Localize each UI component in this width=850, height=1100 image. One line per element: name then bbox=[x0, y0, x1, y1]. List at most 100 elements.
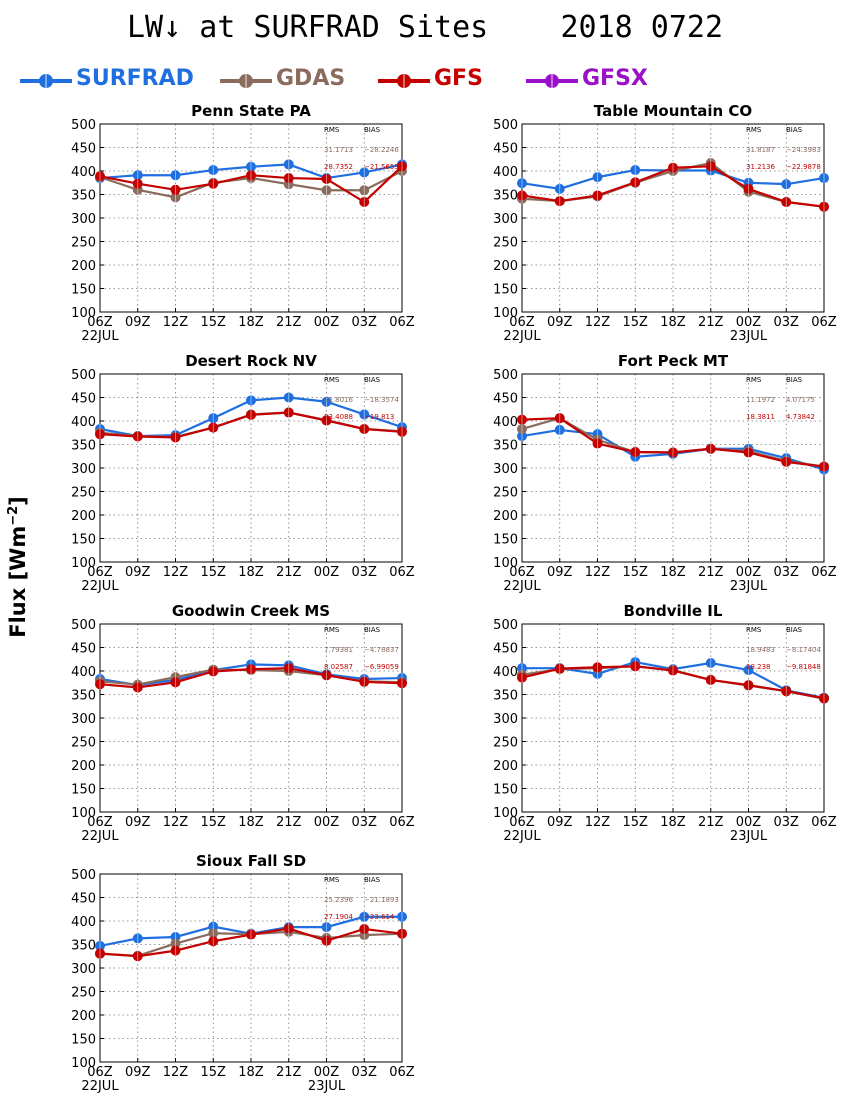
y-tick-label: 150 bbox=[493, 533, 518, 548]
y-tick-label: 300 bbox=[493, 462, 518, 477]
chart-title: Desert Rock NV bbox=[185, 352, 317, 370]
stats-bias-value: −8.17404 bbox=[786, 646, 821, 654]
legend-marker-icon bbox=[526, 74, 578, 88]
y-tick-label: 300 bbox=[71, 712, 96, 727]
x-tick-label: 03Z bbox=[352, 565, 378, 580]
y-tick-label: 200 bbox=[71, 259, 96, 274]
stats-rms-value: 31.8187 bbox=[746, 146, 775, 154]
stats-rms-header: RMS bbox=[746, 626, 762, 634]
x-tick-label: 06Z bbox=[87, 1065, 113, 1080]
y-tick-label: 450 bbox=[71, 142, 96, 157]
x-tick-label: 03Z bbox=[352, 315, 378, 330]
y-tick-label: 350 bbox=[71, 189, 96, 204]
stats-rms-value: 18.3811 bbox=[746, 413, 775, 421]
y-tick-label: 500 bbox=[71, 118, 96, 133]
series-surfrad bbox=[517, 657, 829, 703]
x-tick-label: 09Z bbox=[547, 315, 573, 330]
y-tick-label: 450 bbox=[493, 142, 518, 157]
x-tick-label: 21Z bbox=[698, 565, 724, 580]
stats-box: RMS BIAS 31.1713 −28.2246 28.7352 −21.5653 bbox=[324, 126, 399, 171]
stats-bias-value: −21.1893 bbox=[364, 896, 399, 904]
y-tick-label: 450 bbox=[71, 892, 96, 907]
chart-sioux-fall-sd: Sioux Fall SD 100 150 200 250 300 350 400 450 500… bbox=[71, 852, 415, 1094]
x-tick-label: 06Z bbox=[389, 315, 415, 330]
x-tick-label: 12Z bbox=[163, 815, 189, 830]
y-tick-label: 500 bbox=[493, 618, 518, 633]
y-tick-label: 350 bbox=[71, 689, 96, 704]
x-tick-label: 03Z bbox=[774, 315, 800, 330]
x-tick-label: 21Z bbox=[276, 565, 302, 580]
stats-bias-value: −24.3983 bbox=[786, 146, 821, 154]
x-tick-label: 15Z bbox=[623, 315, 649, 330]
stats-bias-header: BIAS bbox=[364, 876, 381, 884]
x-tick-label: 09Z bbox=[125, 815, 151, 830]
y-tick-label: 100 bbox=[71, 556, 96, 571]
y-tick-label: 300 bbox=[71, 462, 96, 477]
x-tick-label: 09Z bbox=[547, 815, 573, 830]
x-tick-label: 06Z bbox=[509, 565, 535, 580]
x-date-label: 22JUL bbox=[503, 579, 541, 594]
x-tick-label: 06Z bbox=[87, 315, 113, 330]
stats-box: RMS BIAS 7.79381 −4.78837 8.02587 −6.99059 bbox=[324, 626, 399, 671]
stats-rms-value: 18.9483 bbox=[746, 646, 775, 654]
y-tick-label: 400 bbox=[71, 915, 96, 930]
x-tick-label: 00Z bbox=[314, 815, 340, 830]
y-tick-label: 500 bbox=[71, 868, 96, 883]
x-tick-label: 18Z bbox=[238, 565, 264, 580]
chart-title: Fort Peck MT bbox=[618, 352, 729, 370]
y-tick-label: 250 bbox=[71, 236, 96, 251]
y-tick-label: 200 bbox=[71, 1009, 96, 1024]
series-gfs bbox=[95, 161, 407, 208]
stats-rms-value: 7.79381 bbox=[324, 646, 353, 654]
y-tick-label: 400 bbox=[71, 665, 96, 680]
x-tick-label: 12Z bbox=[163, 565, 189, 580]
x-tick-label: 06Z bbox=[811, 315, 837, 330]
y-tick-label: 450 bbox=[493, 392, 518, 407]
stats-rms-value: 31.1713 bbox=[324, 146, 353, 154]
chart-title: Table Mountain CO bbox=[594, 102, 752, 120]
y-tick-label: 300 bbox=[71, 962, 96, 977]
x-tick-label: 03Z bbox=[774, 565, 800, 580]
stats-bias-header: BIAS bbox=[786, 626, 803, 634]
y-tick-label: 250 bbox=[493, 236, 518, 251]
y-tick-label: 500 bbox=[493, 368, 518, 383]
y-tick-label: 100 bbox=[71, 806, 96, 821]
stats-rms-value: 25.2396 bbox=[324, 896, 353, 904]
series-gfs bbox=[95, 663, 407, 693]
legend-label: GFSX bbox=[582, 66, 648, 91]
x-tick-label: 06Z bbox=[87, 815, 113, 830]
stats-rms-value: 18.238 bbox=[746, 663, 771, 671]
stats-rms-value: 11.1972 bbox=[746, 396, 775, 404]
y-tick-label: 200 bbox=[71, 759, 96, 774]
y-tick-label: 300 bbox=[493, 212, 518, 227]
stats-rms-header: RMS bbox=[746, 126, 762, 134]
y-tick-label: 200 bbox=[493, 259, 518, 274]
chart-title: Penn State PA bbox=[191, 102, 311, 120]
x-tick-label: 00Z bbox=[314, 565, 340, 580]
stats-rms-header: RMS bbox=[324, 626, 340, 634]
y-tick-label: 350 bbox=[493, 439, 518, 454]
series-gfs bbox=[517, 413, 829, 472]
stats-bias-value: −21.5653 bbox=[364, 163, 399, 171]
stats-box: RMS BIAS 18.9483 −8.17404 18.238 −9.81848 bbox=[746, 626, 821, 671]
x-date-label: 23JUL bbox=[730, 829, 768, 844]
x-tick-label: 03Z bbox=[774, 815, 800, 830]
chart-title: Sioux Fall SD bbox=[196, 852, 306, 870]
page-title: LW↓ at SURFRAD Sites 2018 0722 bbox=[126, 10, 724, 45]
y-tick-label: 150 bbox=[71, 533, 96, 548]
x-tick-label: 12Z bbox=[585, 565, 611, 580]
y-tick-label: 350 bbox=[71, 439, 96, 454]
legend-label: SURFRAD bbox=[76, 66, 194, 91]
stats-rms-value: 23.4088 bbox=[324, 413, 353, 421]
y-tick-label: 400 bbox=[493, 165, 518, 180]
stats-bias-value: 4.07175 bbox=[786, 396, 815, 404]
y-tick-label: 150 bbox=[493, 783, 518, 798]
legend-label: GDAS bbox=[276, 66, 346, 91]
x-date-label: 22JUL bbox=[81, 829, 119, 844]
x-tick-label: 21Z bbox=[276, 815, 302, 830]
x-date-label: 22JUL bbox=[81, 579, 119, 594]
x-tick-label: 15Z bbox=[201, 315, 227, 330]
stats-box: RMS BIAS 11.1972 4.07175 18.3811 4.73842 bbox=[746, 376, 815, 421]
chart-title: Bondville IL bbox=[624, 602, 723, 620]
